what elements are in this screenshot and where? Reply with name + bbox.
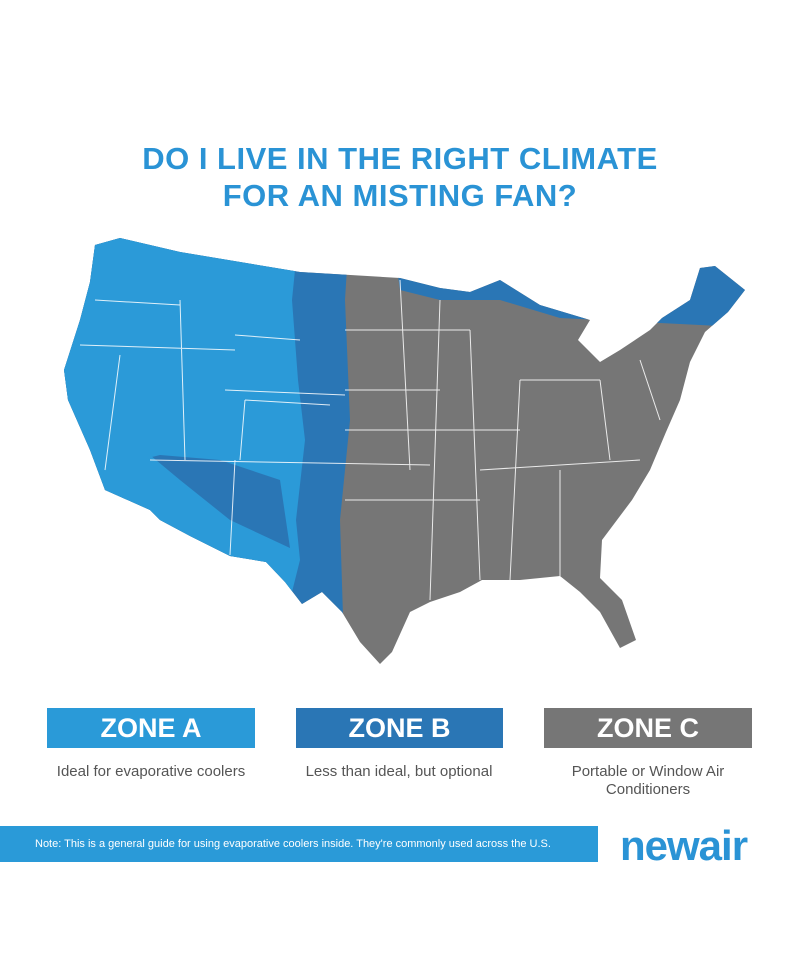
title-line: DO I LIVE IN THE RIGHT CLIMATE xyxy=(142,141,658,176)
zone-description: Less than ideal, but optional xyxy=(305,763,493,780)
brand-logo: newair xyxy=(620,822,748,869)
title: DO I LIVE IN THE RIGHT CLIMATE FOR AN MI… xyxy=(0,140,800,214)
us-map xyxy=(64,238,745,664)
zone-a-region xyxy=(64,238,305,664)
zone-label: ZONE C xyxy=(544,708,752,748)
state-lines xyxy=(79,279,661,601)
note-bar: Note: This is a general guide for using … xyxy=(0,826,598,862)
title-line: FOR AN MISTING FAN? xyxy=(222,178,578,213)
zone-description: Ideal for evaporative coolers xyxy=(56,763,246,780)
zone-label: ZONE B xyxy=(296,708,503,748)
map-regions xyxy=(64,238,745,664)
zone-label: ZONE A xyxy=(47,708,255,748)
zone-description: Portable or Window Air Conditioners xyxy=(571,763,725,798)
